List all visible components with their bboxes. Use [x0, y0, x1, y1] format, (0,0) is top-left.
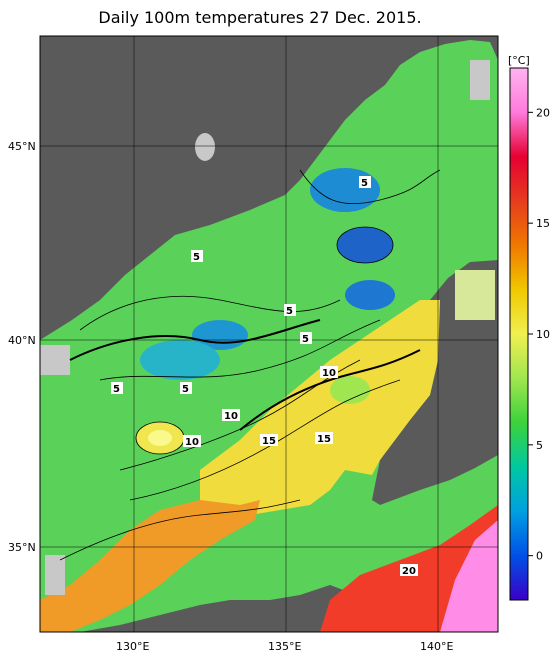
- colorbar-tick-label: 5: [536, 439, 543, 452]
- map-title: Daily 100m temperatures 27 Dec. 2015.: [98, 8, 422, 27]
- contour-label: 10: [185, 437, 199, 448]
- colorbar-scale: [509, 67, 529, 601]
- cold-patch: [337, 227, 393, 263]
- nodata-patch: [45, 555, 65, 595]
- lon-label: 130°E: [116, 640, 149, 653]
- contour-label: 15: [262, 436, 276, 447]
- contour-label: 5: [113, 384, 120, 395]
- contour-label: 20: [402, 566, 416, 577]
- warm-eddy-core: [148, 430, 172, 446]
- colorbar-tick-label: 0: [536, 550, 543, 563]
- lon-label: 135°E: [268, 640, 301, 653]
- nodata-patch: [455, 270, 495, 320]
- island: [195, 133, 215, 161]
- contour-label: 10: [322, 368, 336, 379]
- cold-patch: [345, 280, 395, 310]
- pacific-hot: [440, 520, 498, 632]
- warm-eddy: [330, 376, 370, 404]
- contour-label: 5: [286, 306, 293, 317]
- contour-label: 10: [224, 411, 238, 422]
- contour-label: 5: [193, 252, 200, 263]
- orange-band: [40, 500, 260, 632]
- lat-label: 40°N: [8, 334, 36, 347]
- map-frame: [39, 35, 499, 633]
- cold-patch: [140, 340, 220, 380]
- nodata-patch: [40, 345, 70, 375]
- lat-label: 35°N: [8, 541, 36, 554]
- colorbar: [°C] 0 5 10 15 20: [508, 54, 550, 601]
- contour-label: 5: [361, 178, 368, 189]
- colorbar-tick-label: 20: [536, 106, 550, 119]
- contour-label-group: 5 5 5 5 5 5 10 10 10 15 15 20: [111, 176, 418, 577]
- colorbar-tick-label: 15: [536, 217, 550, 230]
- nodata-patch: [470, 60, 490, 100]
- cold-patch: [310, 168, 380, 212]
- colorbar-unit: [°C]: [508, 54, 530, 67]
- graticule: [40, 36, 498, 632]
- lat-label: 45°N: [8, 140, 36, 153]
- lon-label: 140°E: [420, 640, 453, 653]
- contour-label: 5: [302, 334, 309, 345]
- colorbar-tick-label: 10: [536, 328, 550, 341]
- warm-band: [200, 300, 440, 520]
- contour-label: 5: [182, 384, 189, 395]
- contour-label: 15: [317, 434, 331, 445]
